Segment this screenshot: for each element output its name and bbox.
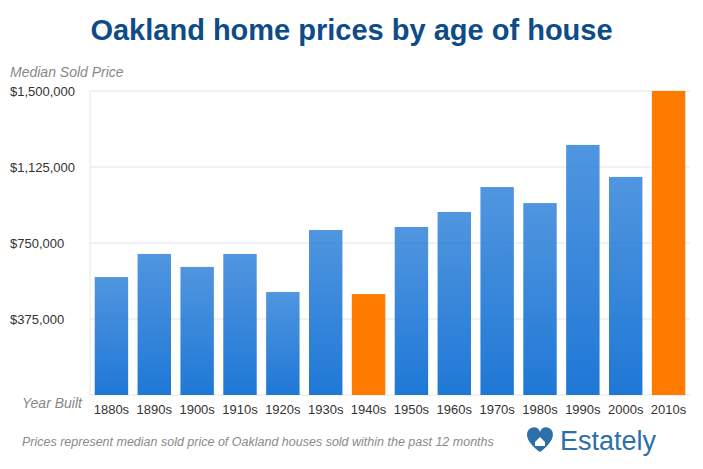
bar <box>652 91 685 395</box>
x-tick-label: 1880s <box>94 402 130 417</box>
y-tick-label: $375,000 <box>10 312 64 327</box>
y-tick-label: $1,500,000 <box>10 84 75 99</box>
x-tick-label: 1990s <box>565 402 601 417</box>
y-tick-label: $1,125,000 <box>10 160 75 175</box>
x-tick-label: 1910s <box>222 402 258 417</box>
title: Oakland home prices by age of house <box>90 14 612 46</box>
x-tick-label: 2000s <box>608 402 644 417</box>
bar <box>352 294 385 395</box>
grid-line <box>90 319 690 320</box>
x-tick-label: 1950s <box>394 402 430 417</box>
chart-container: Oakland home prices by age of house Media… <box>0 0 703 469</box>
bar <box>523 203 556 395</box>
x-tick-label: 1890s <box>137 402 173 417</box>
bar <box>566 145 599 395</box>
logo-text: Estately <box>560 426 657 456</box>
grid-line <box>90 91 690 92</box>
y-axis-label: Median Sold Price <box>10 64 124 80</box>
bar <box>138 254 171 395</box>
bar <box>223 254 256 395</box>
x-axis-label: Year Built <box>22 395 83 411</box>
bars <box>95 91 686 395</box>
bar <box>609 177 642 395</box>
grid-line <box>90 243 690 244</box>
chart-svg: Oakland home prices by age of house Media… <box>0 0 703 469</box>
x-tick-label: 2010s <box>651 402 687 417</box>
x-tick-label: 1970s <box>479 402 515 417</box>
logo-house <box>535 437 545 446</box>
bar <box>309 230 342 395</box>
x-tick-label: 1960s <box>437 402 473 417</box>
bar <box>438 212 471 395</box>
bar <box>480 187 513 395</box>
footnote: Prices represent median sold price of Oa… <box>22 435 494 449</box>
x-axis-line <box>90 395 690 396</box>
logo-icon <box>527 427 553 452</box>
bar <box>395 227 428 395</box>
y-tick-label: $750,000 <box>10 236 64 251</box>
x-tick-label: 1980s <box>522 402 558 417</box>
bar <box>266 292 299 395</box>
x-tick-label: 1920s <box>265 402 301 417</box>
bar <box>95 277 128 395</box>
x-tick-label: 1930s <box>308 402 344 417</box>
bar <box>180 267 213 395</box>
grid-line <box>90 167 690 168</box>
x-tick-label: 1900s <box>179 402 215 417</box>
logo-heart <box>527 427 553 452</box>
x-tick-label: 1940s <box>351 402 387 417</box>
